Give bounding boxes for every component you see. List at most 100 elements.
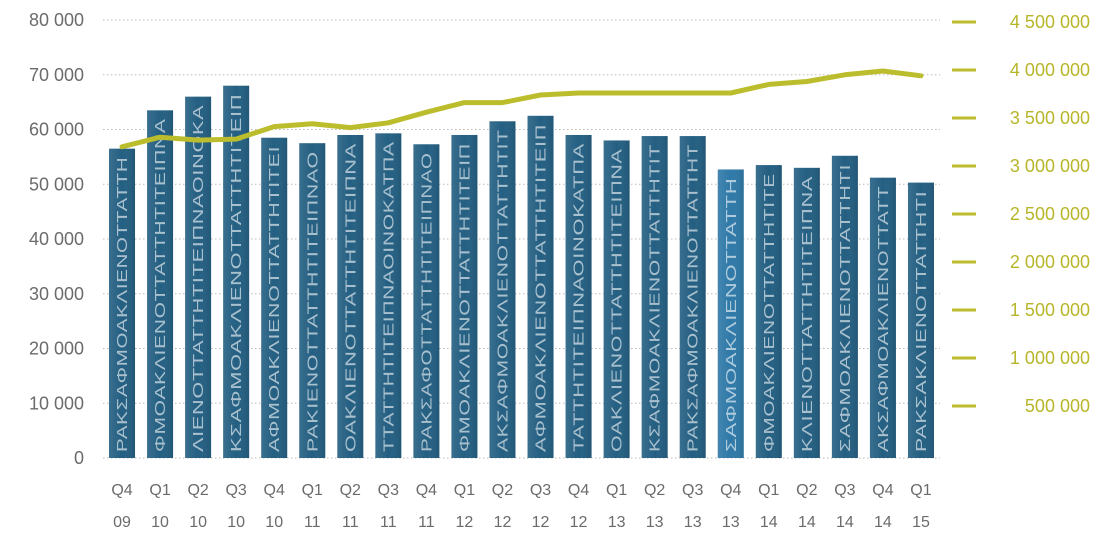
x-tick-quarter: Q4 (111, 482, 132, 499)
bar-inner-text: ΚΛΙΕΝΟΤΤΑΤΤΗΤΙΤΕΙΠΝΑ (799, 176, 816, 452)
bar-inner-text: ΑΦΜΟΑΚΛΙΕΝΟΤΤΑΤΤΗΤΙΤΕΙ (266, 146, 283, 452)
x-tick-year: 14 (798, 514, 816, 531)
right-tick-label: 3 000 000 (1010, 156, 1090, 176)
bar-shade (717, 169, 744, 458)
bar-shade (831, 155, 858, 458)
bar-shade (755, 165, 782, 458)
bar-inner-text: ΟΑΚΛΙΕΝΟΤΤΑΤΤΗΤΙΤΕΙΠΝΑ (342, 143, 359, 452)
x-tick-year: 14 (836, 514, 854, 531)
bar-inner-text: ΑΦΜΟΑΚΛΙΕΝΟΤΤΑΤΤΗΤΙΤΕΙΠ (533, 124, 550, 452)
bar-shade (451, 134, 478, 458)
bar-shade (565, 134, 592, 458)
left-tick-label: 80 000 (29, 10, 84, 30)
right-tick-label: 4 500 000 (1010, 12, 1090, 32)
bar-inner-text: ΤΑΤΤΗΤΙΤΕΙΠΝΑΟΙΝΟΚΑΤΠΑ (571, 143, 588, 452)
x-tick-year: 11 (342, 514, 359, 531)
bar-inner-text: ΣΑΦΜΟΑΚΛΙΕΝΟΤΤΑΤΤΗΤΙ (837, 164, 854, 452)
bar-shade (793, 167, 820, 458)
bar-shade (413, 144, 440, 458)
series-line (119, 68, 924, 150)
bar-inner-text: ΛΙΕΝΟΤΤΑΤΤΗΤΙΤΕΙΠΝΑΟΙΝΟΚΑ (190, 105, 207, 452)
bar-inner-text: ΟΑΚΛΙΕΝΟΤΤΑΤΤΗΤΙΤΕΙΠΝΑ (609, 148, 626, 452)
left-axis: 0 10 000 20 000 30 000 40 000 50 000 60 000 70 … (29, 10, 84, 468)
right-tick-label: 2 000 000 (1010, 252, 1090, 272)
bar-shade (375, 133, 402, 458)
bar-shade (261, 137, 288, 458)
x-tick-quarter: Q1 (149, 482, 170, 499)
x-tick-quarter: Q2 (340, 482, 361, 499)
left-tick-label: 50 000 (29, 174, 84, 194)
bar-inner-text: ΑΚΣΑΦΜΟΑΚΛΙΕΝΟΤΤΑΤΤΗΤΙΤ (494, 129, 511, 452)
bar-shade (527, 115, 554, 458)
x-tick-quarter: Q1 (758, 482, 779, 499)
bar-inner-text: ΦΜΟΑΚΛΙΕΝΟΤΤΑΤΤΗΤΙΤΕΙΠ (456, 143, 473, 452)
x-tick-year: 13 (608, 514, 626, 531)
bar-shade (185, 96, 212, 459)
line-series (119, 68, 924, 150)
bar-shade (337, 134, 364, 458)
x-axis: Q4 09 Q1 10 Q2 10 Q3 10 Q4 10 Q1 11 Q2 11 Q3 11 Q4 11 Q1 12… (111, 482, 931, 531)
x-tick-quarter: Q1 (910, 482, 931, 499)
x-tick-year: 15 (912, 514, 930, 531)
right-tick-label: 1 000 000 (1010, 348, 1090, 368)
right-tick-label: 3 500 000 (1010, 108, 1090, 128)
right-axis: 500 000 1 000 000 1 500 000 2 000 000 2 500 … (952, 12, 1090, 416)
left-tick-label: 70 000 (29, 65, 84, 85)
bar-shade (109, 148, 136, 458)
x-tick-quarter: Q3 (682, 482, 703, 499)
x-tick-quarter: Q4 (416, 482, 437, 499)
x-tick-year: 10 (151, 514, 169, 531)
x-tick-year: 09 (113, 514, 131, 531)
x-tick-year: 12 (494, 514, 512, 531)
x-tick-quarter: Q1 (454, 482, 475, 499)
x-tick-year: 10 (265, 514, 283, 531)
x-tick-year: 12 (532, 514, 550, 531)
bar-shade (603, 140, 630, 458)
left-tick-label: 60 000 (29, 120, 84, 140)
bar-shade (869, 177, 896, 458)
x-tick-quarter: Q2 (644, 482, 665, 499)
bar-inner-text: ΚΣΑΦΜΟΑΚΛΙΕΝΟΤΤΑΤΤΗΤΙΤ (647, 144, 664, 452)
x-tick-quarter: Q3 (225, 482, 246, 499)
x-tick-year: 11 (304, 514, 321, 531)
x-tick-year: 13 (684, 514, 702, 531)
x-tick-quarter: Q3 (530, 482, 551, 499)
bar-series: ΡΑΚΣΑΦΜΟΑΚΛΙΕΝΟΤΤΑΤΤΗ ΦΜΟΑΚΛΙΕΝΟΤΤΑΤΤΗΤΙΤ… (109, 85, 934, 459)
left-tick-label: 0 (74, 448, 84, 468)
x-tick-quarter: Q1 (606, 482, 627, 499)
x-tick-quarter: Q4 (264, 482, 285, 499)
bar-inner-text: ΦΜΟΑΚΛΙΕΝΟΤΤΑΤΤΗΤΙΤΕΙΠΝΑ (152, 118, 169, 452)
x-tick-year: 11 (418, 514, 435, 531)
x-tick-year: 13 (646, 514, 664, 531)
left-tick-label: 20 000 (29, 339, 84, 359)
bar-shade (147, 110, 174, 459)
bar-inner-text: ΡΑΚΙΕΝΟΤΤΑΤΤΗΤΙΤΕΙΠΝΑΟ (304, 151, 321, 452)
right-tick-label: 500 000 (1025, 396, 1090, 416)
left-tick-label: 30 000 (29, 284, 84, 304)
x-tick-quarter: Q3 (834, 482, 855, 499)
bar-inner-text: ΤΤΑΤΤΗΤΙΤΕΙΠΝΑΟΙΝΟΚΑΤΠΑ (380, 141, 397, 452)
bar-inner-text: ΡΑΚΣΑΦΜΟΑΚΛΙΕΝΟΤΤΑΤΤΗ (114, 157, 131, 452)
x-tick-year: 10 (227, 514, 245, 531)
x-tick-year: 10 (189, 514, 207, 531)
x-tick-quarter: Q3 (378, 482, 399, 499)
left-tick-label: 40 000 (29, 229, 84, 249)
x-tick-quarter: Q2 (796, 482, 817, 499)
x-tick-quarter: Q2 (187, 482, 208, 499)
right-tick-label: 4 000 000 (1010, 60, 1090, 80)
x-tick-year: 14 (760, 514, 778, 531)
bar-inner-text: ΣΑΦΜΟΑΚΛΙΕΝΟΤΤΑΤΤΗ (723, 177, 740, 452)
left-tick-label: 10 000 (29, 393, 84, 413)
bar-inner-text: ΡΑΚΣΑΦΟΤΤΑΤΤΗΤΙΤΕΙΠΝΑΟ (418, 152, 435, 452)
x-tick-quarter: Q4 (720, 482, 741, 499)
bar-shade (907, 182, 934, 459)
x-tick-year: 12 (456, 514, 474, 531)
x-tick-year: 14 (874, 514, 892, 531)
x-tick-quarter: Q4 (568, 482, 589, 499)
x-tick-year: 11 (380, 514, 397, 531)
right-tick-label: 1 500 000 (1010, 300, 1090, 320)
x-tick-quarter: Q1 (302, 482, 323, 499)
x-tick-year: 12 (570, 514, 588, 531)
x-tick-quarter: Q2 (492, 482, 513, 499)
